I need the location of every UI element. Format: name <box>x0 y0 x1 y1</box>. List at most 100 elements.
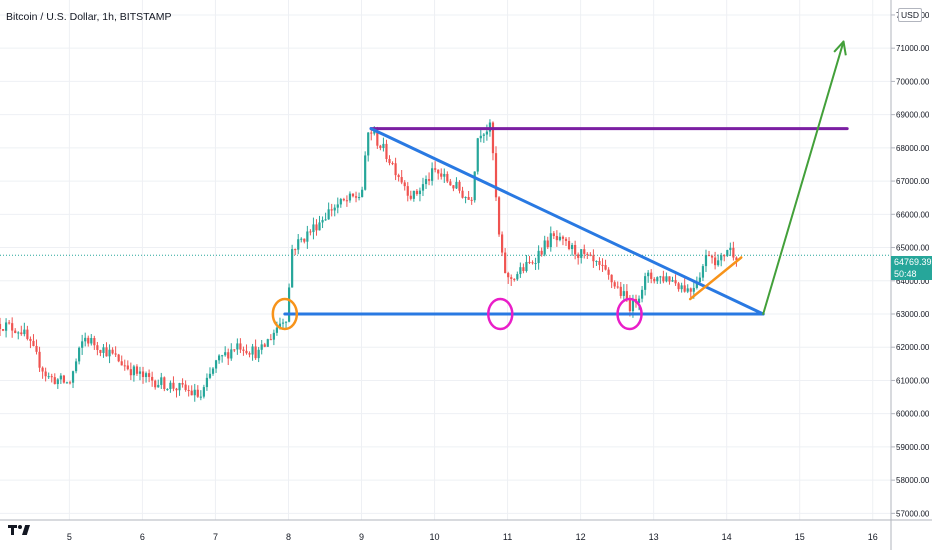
candle-body <box>144 373 148 378</box>
candle-body <box>71 371 75 383</box>
candle-body <box>257 349 260 359</box>
x-tick-label: 7 <box>213 532 218 542</box>
candle-body <box>421 184 425 191</box>
currency-badge[interactable]: USD <box>898 8 922 22</box>
candle-body <box>56 379 59 385</box>
candle-body <box>354 196 358 198</box>
candle-body <box>510 277 513 279</box>
candle-body <box>735 257 738 260</box>
candle-body <box>424 179 428 185</box>
x-tick-label: 5 <box>67 532 72 542</box>
axes: 57000.00 58000.00 59000.00 60000.00 61000.00… <box>67 11 930 542</box>
candle-body <box>640 289 644 299</box>
candle-body <box>291 249 294 288</box>
candle-body <box>208 373 212 378</box>
candle-body <box>123 365 126 367</box>
candle-body <box>90 338 93 344</box>
candle-body <box>400 177 403 183</box>
candle-body <box>406 186 409 196</box>
candle-body <box>154 380 157 388</box>
candle-body <box>233 349 236 351</box>
candle-body <box>114 353 117 355</box>
candle-body <box>631 299 635 312</box>
candle-body <box>217 355 221 361</box>
tradingview-logo-icon[interactable] <box>8 522 32 538</box>
candle-body <box>227 352 230 359</box>
candle-body <box>315 224 318 231</box>
candle-body <box>476 138 479 172</box>
arrow-line <box>762 40 845 315</box>
candle-body <box>497 197 501 235</box>
candle-body <box>729 247 732 251</box>
last-price-tag: 64769.39 50:48 <box>891 256 932 280</box>
candle-body <box>364 155 367 190</box>
candle-body <box>625 291 628 300</box>
candle-body <box>87 337 90 344</box>
candle-body <box>692 287 695 292</box>
y-tick-label: 59000.00 <box>896 443 930 452</box>
candle-body <box>659 276 662 278</box>
candle-body <box>193 389 196 396</box>
candle-body <box>38 351 41 368</box>
candle-body <box>412 190 415 199</box>
y-tick-label: 68000.00 <box>896 144 930 153</box>
drawing-annotations <box>271 40 849 331</box>
chart-title: Bitcoin / U.S. Dollar, 1h, BITSTAMP <box>6 11 172 23</box>
candle-body <box>211 368 215 374</box>
candle-body <box>99 349 102 353</box>
candle-body <box>531 262 534 264</box>
candle-body <box>187 389 190 391</box>
y-tick-label: 57000.00 <box>896 509 930 518</box>
candle-body <box>269 339 272 341</box>
candle-body <box>141 371 145 378</box>
candle-body <box>370 132 373 134</box>
candle-body <box>695 282 698 288</box>
candle-body <box>714 257 717 266</box>
candle-body <box>570 244 574 250</box>
candle-body <box>376 131 379 146</box>
candle-body <box>321 220 324 223</box>
candle-body <box>132 366 135 376</box>
candle-body <box>394 163 397 176</box>
candle-body <box>528 261 531 263</box>
candle-body <box>236 343 239 350</box>
candle-body <box>245 350 248 354</box>
candle-body <box>598 260 601 265</box>
grid <box>0 0 891 520</box>
candle-body <box>175 388 178 391</box>
candle-body <box>287 287 291 322</box>
candles <box>0 119 738 402</box>
candle-body <box>68 382 72 384</box>
candle-body <box>467 196 470 200</box>
candle-body <box>516 274 519 280</box>
candle-body <box>181 383 184 385</box>
candle-body <box>446 173 449 182</box>
candle-body <box>81 341 84 348</box>
candle-body <box>102 347 105 353</box>
candle-body <box>105 347 108 357</box>
candle-body <box>662 276 665 282</box>
candle-body <box>540 250 543 255</box>
candle-body <box>647 272 650 277</box>
candle-body <box>586 253 589 255</box>
candle-body <box>151 376 154 381</box>
y-tick-label: 66000.00 <box>896 210 930 219</box>
y-tick-label: 63000.00 <box>896 310 930 319</box>
candle-body <box>65 382 69 384</box>
candle-body <box>248 353 251 355</box>
candle-body <box>501 234 504 253</box>
candle-body <box>701 266 705 278</box>
candle-body <box>251 346 254 355</box>
candle-body <box>650 272 653 279</box>
candle-body <box>431 168 434 181</box>
candle-body <box>172 382 175 389</box>
candle-body <box>604 265 607 270</box>
candle-body <box>680 285 683 290</box>
candle-body <box>637 298 641 303</box>
candle-body <box>32 340 35 346</box>
x-tick-label: 14 <box>722 532 732 542</box>
candle-body <box>555 236 558 241</box>
candle-body <box>53 377 56 385</box>
candle-body <box>178 383 181 391</box>
